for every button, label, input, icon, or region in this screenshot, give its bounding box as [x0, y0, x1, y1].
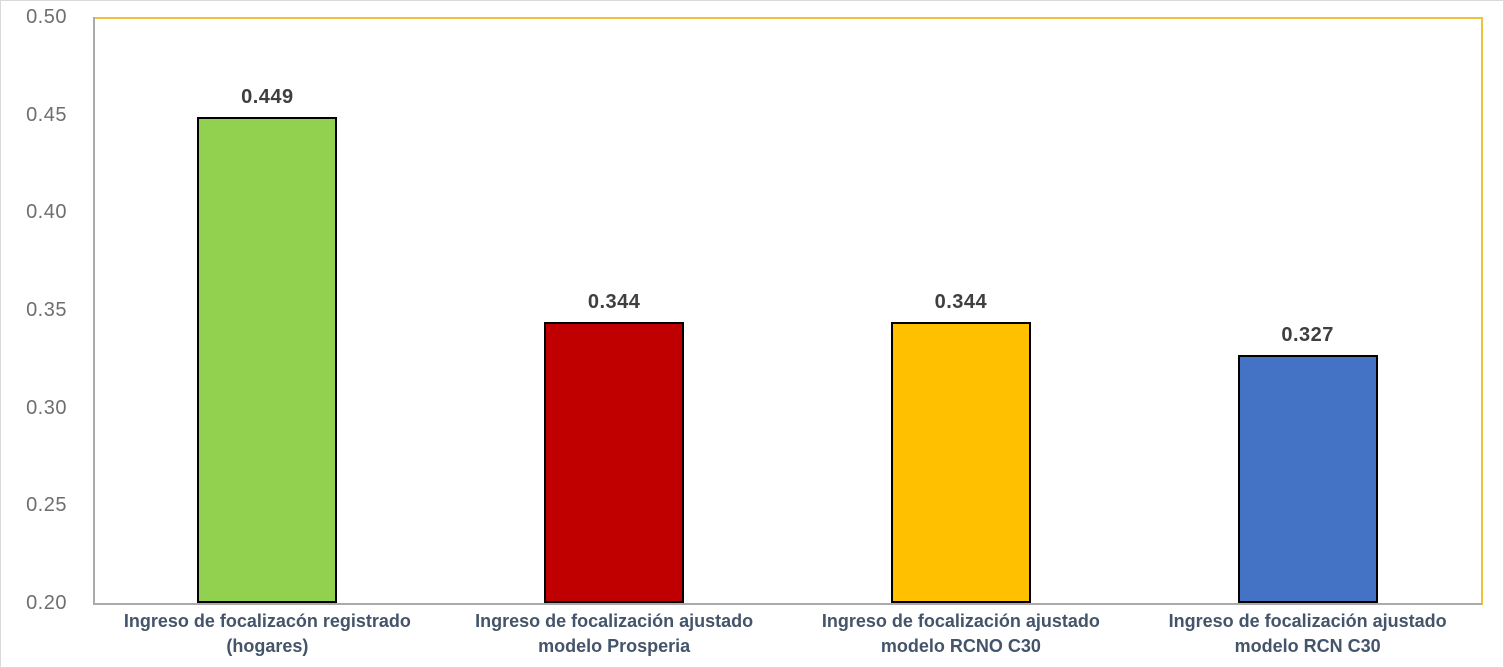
bar-value-label: 0.344 [587, 290, 641, 313]
bar-2 [544, 321, 685, 603]
x-axis-category-label: Ingreso de focalización ajustado modelo P… [429, 609, 799, 659]
y-axis-tick-label: 0.40 [26, 201, 67, 224]
y-axis-tick-label: 0.50 [26, 6, 67, 28]
x-axis-category-label-line: modelo RCNO C30 [880, 636, 1041, 656]
plot-border-right [1481, 17, 1483, 605]
plot-border-top [94, 17, 1483, 19]
y-axis-tick-label: 0.45 [26, 103, 67, 126]
x-axis-category-label: Ingreso de focalización ajustado modelo R… [776, 609, 1146, 659]
y-axis-tick-label: 0.35 [26, 299, 67, 321]
y-axis-tick-label: 0.30 [26, 396, 67, 419]
bar-value-label: 0.327 [1281, 323, 1334, 346]
y-axis-tick-label: 0.20 [26, 592, 67, 614]
bar-value-label: 0.344 [934, 290, 988, 313]
bar-value-label: 0.449 [241, 85, 294, 108]
x-axis-category-label-line: Ingreso de focalización ajustado [821, 611, 1100, 631]
x-axis-category-label: Ingreso de focalizacón registrado (hogare… [82, 609, 452, 659]
bar-4 [1237, 354, 1378, 603]
x-axis-category-label-line: (hogares) [226, 636, 309, 656]
x-axis-line [93, 603, 1482, 605]
x-axis-category-label-line: Ingreso de focalización ajustado [475, 611, 754, 631]
y-axis-tick-label: 0.25 [26, 494, 67, 517]
bar-1 [197, 116, 338, 603]
x-axis-category-label: Ingreso de focalización ajustado modelo R… [1123, 609, 1493, 659]
x-axis-category-label-line: Ingreso de focalizacón registrado [123, 611, 411, 631]
y-axis-line [93, 17, 95, 604]
x-axis-category-label-line: modelo RCN C30 [1234, 636, 1381, 656]
x-axis-category-label-line: Ingreso de focalización ajustado [1168, 611, 1447, 631]
bar-3 [890, 321, 1031, 603]
x-axis-category-label-line: modelo Prosperia [538, 636, 691, 656]
